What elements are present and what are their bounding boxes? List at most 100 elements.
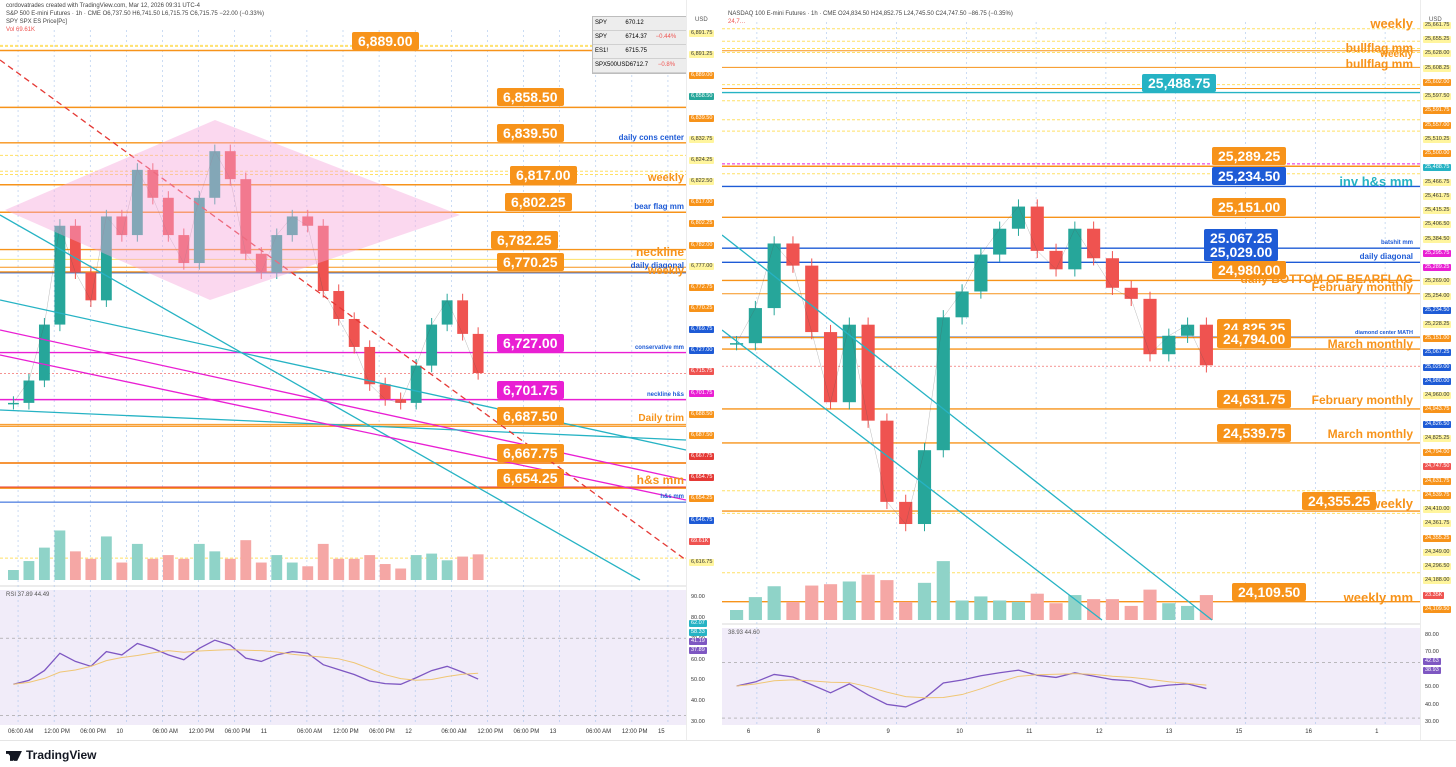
volume-bar (54, 530, 66, 580)
axis-price-tag: 25,067.25 (1423, 349, 1452, 357)
volume-bar (23, 561, 35, 580)
volume-bar (317, 543, 329, 580)
spx-price-plot[interactable] (0, 0, 686, 740)
price-axis[interactable]: USD 25,661.75 25,655.25 25,628.00 25,608.25… (1420, 0, 1456, 740)
candle (302, 216, 314, 226)
watchlist-change (656, 17, 686, 30)
axis-price-tag: 6,701.75 (689, 389, 715, 397)
watchlist-price: 6715.75 (625, 48, 648, 54)
axis-price-tag: 6,654.25 (689, 495, 715, 503)
rsi-value-tag: 37.89 (689, 647, 707, 654)
candle (255, 253, 267, 273)
axis-price-tag: 24,188.00 (1423, 577, 1452, 585)
trendline (0, 59, 686, 561)
axis-price-tag: 6,715.75 (689, 368, 715, 376)
rsi-value-tag: 42.63 (1423, 658, 1441, 665)
candle (1068, 228, 1082, 270)
axis-price-tag: 24,361.75 (1423, 520, 1452, 528)
axis-price-tag: 6,646.75 (689, 516, 715, 524)
candle (1199, 324, 1213, 366)
volume-bar (193, 543, 205, 580)
axis-price-tag: 25,466.75 (1423, 178, 1452, 186)
candle (842, 324, 856, 403)
axis-price-tag: 6,777.00 (689, 262, 715, 270)
volume-bar (379, 564, 391, 580)
axis-price-tag: 6,654.75 (689, 474, 715, 482)
axis-price-tag: 69.61K (689, 537, 711, 545)
watchlist-table: SPY 670.12 SPY 6714.37 −0.44% ES1! 6715.75 S… (592, 16, 689, 74)
candle (240, 179, 252, 254)
axis-price-tag: 24,355.25 (1423, 534, 1452, 542)
axis-price-tag: 6,832.75 (689, 135, 715, 143)
candle (426, 324, 438, 366)
axis-price-tag: 25,661.75 (1423, 22, 1452, 29)
rsi-axis-tick: 80.00 (691, 614, 705, 621)
candle (1124, 287, 1138, 299)
candle (23, 380, 35, 403)
axis-price-tag: 25,510.25 (1423, 135, 1452, 143)
axis-price-tag: 25,269.00 (1423, 278, 1452, 286)
rsi-value-tag: 62.07 (689, 620, 707, 627)
axis-price-tag: 6,687.50 (689, 431, 715, 439)
axis-price-tag: 23.35K (1423, 591, 1445, 599)
volume-bar (823, 584, 838, 620)
tradingview-logo[interactable]: TradingView (6, 748, 96, 762)
rsi-axis-tick: 60.00 (691, 656, 705, 663)
axis-price-tag: 25,234.50 (1423, 306, 1452, 314)
rsi-axis-tick: 70.00 (1425, 649, 1439, 656)
candle (69, 225, 81, 273)
axis-price-tag: 6,891.75 (689, 30, 715, 37)
candle (193, 197, 205, 264)
volume-bar (131, 543, 143, 580)
candle (131, 169, 143, 236)
brand-name: TradingView (26, 748, 97, 762)
axis-price-tag: 25,289.25 (1423, 264, 1452, 272)
axis-price-tag: 25,151.00 (1423, 335, 1452, 343)
rsi-pane (0, 590, 686, 725)
volume-bar (1162, 603, 1176, 620)
chart-credit: cordovatrades created with TradingView.c… (6, 3, 200, 9)
axis-price-tag: 25,597.50 (1423, 93, 1452, 101)
watchlist-symbol: SPY (595, 34, 608, 40)
volume-bar (767, 586, 781, 620)
axis-price-tag: 6,770.25 (689, 305, 715, 312)
ndx-chart-panel[interactable]: NASDAQ 100 E-mini Futures · 1h · CME O24… (722, 0, 1456, 740)
axis-price-tag: 24,349.00 (1423, 548, 1452, 556)
diamond-pattern (5, 120, 460, 300)
candle (395, 399, 407, 403)
candle (955, 291, 969, 318)
axis-price-tag: 25,557.00 (1423, 121, 1452, 129)
rsi-axis-tick: 80.00 (1425, 632, 1439, 638)
axis-price-tag: 24,747.50 (1423, 463, 1452, 471)
volume-bar (730, 610, 744, 620)
watchlist-row: ES1! 6715.75 (593, 45, 688, 59)
volume-bar (224, 558, 236, 580)
volume-bar (333, 558, 345, 580)
volume-bar (178, 558, 190, 580)
candle (209, 151, 221, 198)
candle (178, 235, 190, 264)
axis-price-tag: 6,616.75 (689, 558, 715, 566)
volume-bar (302, 566, 314, 580)
candle (1162, 335, 1176, 355)
candle (271, 235, 283, 273)
trendline (0, 299, 686, 451)
ndx-price-plot[interactable] (722, 0, 1420, 740)
axis-price-tag: 6,817.00 (689, 199, 715, 207)
rsi-value-tag: 41.19 (689, 638, 707, 645)
volume-bar (993, 600, 1007, 620)
close-series-line (736, 206, 1207, 525)
axis-price-tag: 24,631.75 (1423, 477, 1452, 485)
axis-price-tag: 24,410.00 (1423, 506, 1452, 514)
candle (379, 384, 391, 400)
candle (348, 318, 360, 347)
candle (100, 216, 112, 301)
spx-chart-panel[interactable]: cordovatrades created with TradingView.c… (0, 0, 723, 740)
price-axis[interactable]: USD 6,891.75 6,891.25 6,889.00 6,858.50 6,83… (686, 0, 722, 740)
candle (472, 333, 484, 374)
volume-bar (917, 582, 932, 620)
axis-price-tag: 25,384.50 (1423, 235, 1452, 243)
volume-bar (1124, 605, 1138, 620)
candle (1011, 206, 1026, 229)
rsi-pane (722, 628, 1420, 725)
